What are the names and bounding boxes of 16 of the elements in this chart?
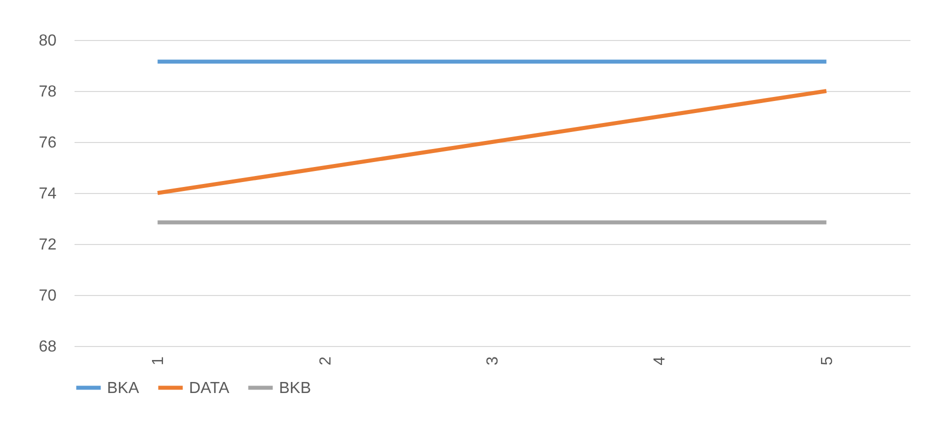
legend-label: DATA xyxy=(189,380,230,397)
x-tick-label: 4 xyxy=(652,356,669,366)
x-tick-label: 3 xyxy=(484,356,502,366)
line-series xyxy=(156,89,828,195)
y-tick-label: 74 xyxy=(38,186,57,202)
x-tick-label: 2 xyxy=(317,356,334,366)
legend-label: BKA xyxy=(107,380,140,397)
legend-label: BKB xyxy=(279,380,312,397)
x-tick-label: 1 xyxy=(150,356,168,366)
y-tick-label: 68 xyxy=(38,338,57,356)
y-tick-label: 78 xyxy=(38,84,57,100)
x-tick-label: 5 xyxy=(818,356,836,366)
y-tick-label: 70 xyxy=(38,288,57,304)
y-tick-label: 80 xyxy=(38,32,57,50)
y-tick-label: 72 xyxy=(38,236,57,254)
y-tick-label: 76 xyxy=(38,134,57,152)
